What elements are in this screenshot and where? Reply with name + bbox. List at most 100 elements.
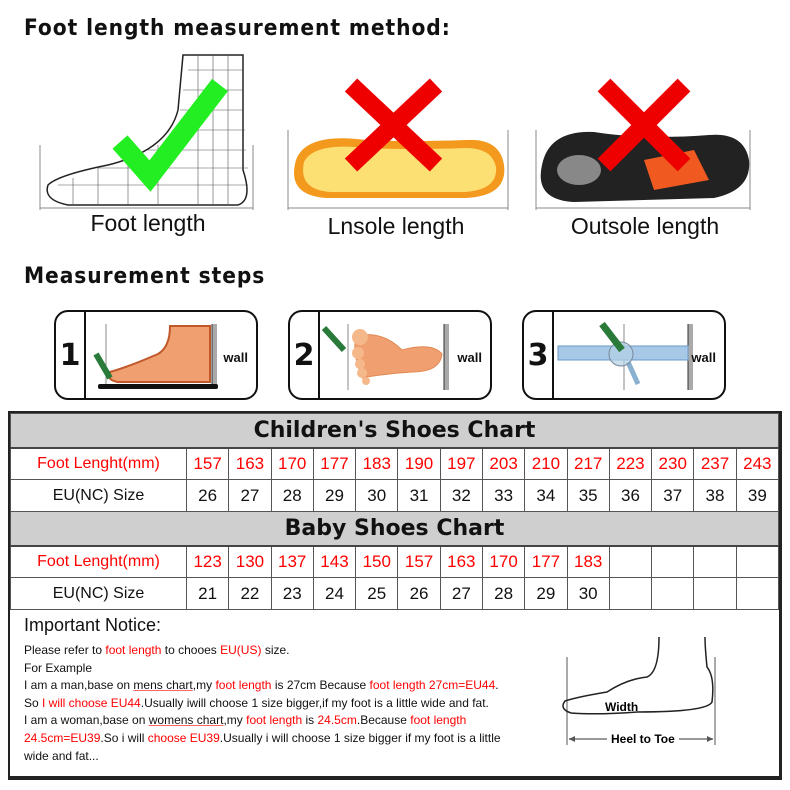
eu-size-cell — [651, 577, 695, 610]
notice-title: Important Notice: — [24, 615, 162, 635]
step-number: 2 — [290, 312, 320, 398]
notice-text: .So i will — [100, 730, 148, 745]
notice-text: .Usually iwill choose 1 size bigger,if m… — [140, 695, 489, 710]
notice-line: Please refer to foot length to chooes EU… — [24, 642, 549, 660]
step-number: 1 — [56, 312, 86, 398]
foot-length-cell: 143 — [312, 545, 357, 578]
foot-length-cell: 157 — [397, 545, 441, 578]
notice-text: ,my — [192, 678, 216, 693]
table-row: Foot Lenght(mm) 123 130 137 143 150 157 163 170 1… — [10, 545, 780, 578]
foot-length-cell: 223 — [608, 447, 653, 480]
underlined-text: womens chart — [148, 713, 224, 728]
eu-size-cell — [693, 577, 737, 610]
eu-size-cell: 29 — [524, 577, 568, 610]
table-row: EU(NC) Size 21 22 23 24 25 26 27 28 29 30 — [10, 577, 780, 610]
foot-length-cell: 217 — [566, 447, 610, 480]
notice-line: 24.5cm=EU39.So i will choose EU39.Usuall… — [24, 730, 549, 748]
notice-text: I am a woman,base on — [24, 713, 149, 728]
eu-size-cell: 33 — [481, 479, 526, 512]
eu-size-cell: 30 — [355, 479, 399, 512]
eu-size-label: EU(NC) Size — [10, 577, 187, 610]
size-table: Children's Shoes Chart Foot Lenght(mm) 157… — [10, 413, 780, 610]
eu-size-cell: 31 — [397, 479, 441, 512]
notice-text: is — [302, 713, 318, 728]
eu-size-cell: 26 — [397, 577, 441, 610]
size-chart: Children's Shoes Chart Foot Lenght(mm) 157… — [8, 411, 782, 780]
foot-length-cell: 183 — [355, 447, 399, 480]
notice-text: wide and fat... — [24, 748, 99, 763]
eu-size-cell: 37 — [651, 479, 695, 512]
highlight-text: 24.5cm=EU39 — [24, 730, 101, 745]
foot-length-cell: 163 — [439, 545, 483, 578]
notice-text: .Because — [356, 713, 411, 728]
eu-size-cell: 35 — [566, 479, 610, 512]
foot-length-cell — [651, 545, 695, 578]
wall-label: wall — [457, 350, 482, 365]
foot-length-cell: 183 — [566, 545, 610, 578]
eu-size-cell: 29 — [312, 479, 357, 512]
highlight-text: foot length — [105, 643, 162, 657]
highlight-text: foot length — [246, 713, 303, 728]
chart-title: Children's Shoes Chart — [10, 413, 779, 449]
foot-length-cell: 243 — [735, 447, 780, 480]
underlined-text: mens chart — [133, 678, 193, 693]
notice-line: So I will choose EU44.Usually iwill choo… — [24, 695, 549, 713]
notice-text: .Usually i will choose 1 size bigger if … — [219, 730, 501, 745]
chart-title: Baby Shoes Chart — [10, 511, 779, 547]
table-row: Foot Lenght(mm) 157 163 170 177 183 190 197 203 2… — [10, 447, 780, 480]
foot-length-cell: 170 — [481, 545, 526, 578]
step-3: 3 wall — [522, 310, 726, 400]
highlight-text: foot length — [215, 678, 272, 693]
eu-size-cell: 38 — [693, 479, 737, 512]
foot-length-cell: 150 — [355, 545, 399, 578]
notice-line: I am a man,base on mens chart,my foot le… — [24, 677, 549, 695]
foot-wireframe-image — [39, 54, 254, 210]
eu-size-cell: 34 — [524, 479, 568, 512]
method-title: Foot length measurement method: — [24, 16, 451, 41]
step-3-image — [557, 321, 693, 390]
foot-length-cell: 170 — [270, 447, 314, 480]
highlight-text: choose EU39 — [147, 730, 220, 745]
eu-size-cell: 28 — [270, 479, 314, 512]
notice-text: For Example — [24, 660, 93, 675]
important-notice: Important Notice: Please refer to foot l… — [24, 615, 549, 765]
notice-text: . — [495, 678, 499, 693]
width-label: Width — [605, 700, 638, 714]
length-label: Heel to Toe — [611, 732, 675, 746]
notice-text: So — [24, 695, 43, 710]
cross-icon — [344, 78, 443, 172]
foot-length-cell — [608, 545, 653, 578]
foot-length-cell: 157 — [185, 447, 230, 480]
eu-size-cell: 36 — [608, 479, 653, 512]
steps-title: Measurement steps — [24, 264, 266, 289]
step-1-image — [93, 324, 218, 389]
notice-line: wide and fat... — [24, 748, 549, 766]
notice-line: I am a woman,base on womens chart,my foo… — [24, 712, 549, 730]
foot-length-cell: 163 — [228, 447, 272, 480]
eu-size-cell: 27 — [228, 479, 272, 512]
highlight-text: I will choose EU44 — [42, 695, 141, 710]
foot-length-cell: 197 — [439, 447, 483, 480]
insole-image — [287, 78, 509, 210]
foot-length-cell: 210 — [524, 447, 568, 480]
outsole-image — [535, 78, 751, 210]
check-icon — [112, 78, 228, 192]
highlight-text: foot length 27cm=EU44 — [369, 678, 496, 693]
foot-length-label: Foot Lenght(mm) — [10, 545, 187, 578]
foot-length-cell: 130 — [228, 545, 272, 578]
foot-measure-diagram: Width Heel to Toe — [562, 637, 716, 746]
notice-line: For Example — [24, 660, 549, 678]
foot-length-cell: 177 — [312, 447, 357, 480]
notice-text: is 27cm Because — [271, 678, 370, 693]
notice-text: Please refer to — [24, 643, 106, 657]
highlight-text: EU(US) — [220, 643, 262, 657]
eu-size-cell: 23 — [270, 577, 314, 610]
highlight-text: 24.5cm — [317, 713, 357, 728]
highlight-text: foot length — [410, 713, 467, 728]
notice-text: to chooes — [161, 643, 221, 657]
eu-size-cell: 25 — [355, 577, 399, 610]
eu-size-cell: 27 — [439, 577, 483, 610]
step-2-image — [322, 324, 449, 390]
cross-icon — [597, 78, 691, 172]
notice-text: size. — [261, 643, 290, 657]
